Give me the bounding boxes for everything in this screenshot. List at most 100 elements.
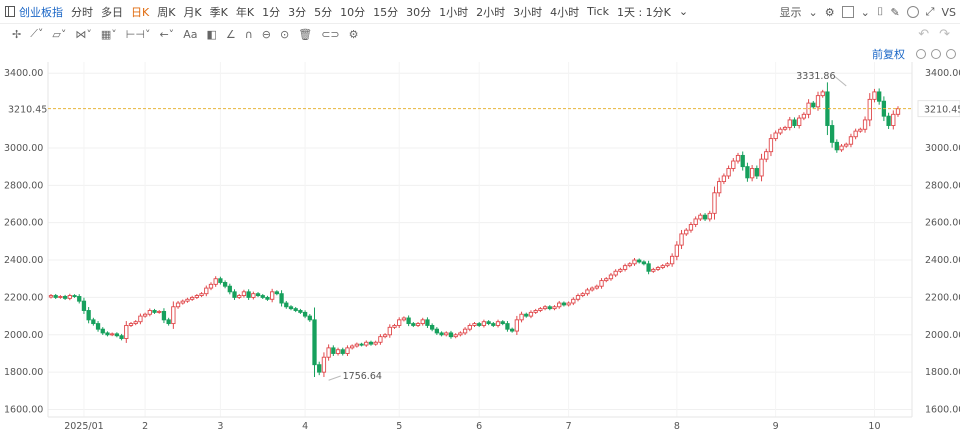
redo-icon[interactable]: ↷ [939,26,950,42]
channel-icon[interactable]: ▱˅ [52,27,67,41]
period-tab[interactable]: 3分 [288,5,307,19]
candle-body [552,306,557,310]
period-tab[interactable]: 4小时 [550,5,580,19]
candle-body [251,293,256,298]
candle-body [312,319,317,366]
period-tab-active[interactable]: 日K [131,5,150,19]
candle-body [867,98,872,121]
zoom-in-icon[interactable] [946,49,956,59]
note-icon[interactable]: ◧ [206,27,217,41]
period-tab[interactable]: 5分 [314,5,333,19]
crosshair-icon[interactable]: ✢ [12,27,22,41]
y-tick-label-left: 2400.00 [4,255,43,266]
chevron-down-icon[interactable]: ⌄ [808,5,818,19]
chevron-down-icon[interactable]: ⌄ [860,5,870,19]
candle-body [510,328,515,332]
candle-body [194,295,200,298]
candle-body [114,333,120,337]
settings-icon[interactable]: ⚙ [348,27,359,41]
period-tab[interactable]: 分时 [71,5,93,19]
candle-body [613,270,618,276]
chevron-down-icon[interactable]: ⌄ [678,5,689,18]
candle-body [749,168,755,179]
period-tab[interactable]: 1分 [262,5,281,19]
arrow-icon[interactable]: ←˅ [159,27,175,41]
candle-body [637,259,642,263]
candle-body [472,323,477,326]
y-tick-label-left: 2200.00 [4,292,43,303]
candle-body [580,293,585,297]
lock-icon[interactable]: ⊙ [280,27,290,41]
candle-body [895,108,901,115]
period-tab[interactable]: 3小时 [513,5,543,19]
candle-body [382,334,388,338]
pen-icon[interactable]: ✎ [890,5,900,19]
candle-body [594,285,599,289]
candle-body [284,302,289,308]
candle-body [237,295,242,298]
x-tick-label: 2 [142,421,148,432]
candle-body [354,343,360,347]
period-tab[interactable]: 季K [209,5,228,19]
candle-body [524,313,529,317]
period-tab[interactable]: 2小时 [476,5,506,19]
layout-icon[interactable] [841,6,854,18]
candle-body [801,113,807,119]
period-tab[interactable]: 年K [235,5,255,19]
period-tab[interactable]: 多日 [101,5,123,19]
candle-body [152,310,157,313]
period-tab[interactable]: 月K [183,5,202,19]
y-tick-label-left: 1600.00 [4,405,43,416]
candle-body [599,280,604,287]
camera-icon[interactable]: ⌷ [876,5,884,18]
candle-body [726,168,731,177]
settings-icon[interactable]: ⚙ [824,5,835,19]
candle-body [688,224,694,231]
period-tab[interactable]: 10分 [340,5,366,19]
candle-body [462,328,468,334]
candle-body [797,117,802,126]
candle-body [77,296,82,302]
candle-body [397,319,402,326]
candle-body [608,274,614,280]
candle-body [641,261,647,265]
eye-icon[interactable]: ⊖ [261,27,272,41]
wave-icon[interactable]: ⋈˅ [75,27,92,41]
angle-icon[interactable]: ∠ [225,27,236,41]
candle-body [740,154,745,168]
clock-icon[interactable] [906,6,919,18]
symbol-name[interactable]: 创业板指 [19,5,63,19]
display-dropdown[interactable]: 显示 [779,6,802,19]
text-icon[interactable]: Aa [183,27,198,41]
candle-body [227,285,232,293]
period-tab-multi[interactable]: 1天 : 1分K [616,5,671,19]
candle-body [293,308,298,311]
candle-body [618,268,623,272]
link-icon[interactable]: ⊂⊃ [321,27,340,41]
candle-body [401,317,407,321]
trash-icon[interactable]: 🗑 [298,27,313,41]
undo-icon[interactable]: ↶ [918,26,930,42]
symbol-list-icon[interactable] [5,6,15,17]
period-tab[interactable]: 1小时 [439,5,469,19]
price-adjust-toggle[interactable]: 前复权 [872,48,905,61]
candle-body [754,168,759,177]
period-tab[interactable]: 15分 [373,5,399,19]
period-tab[interactable]: Tick [587,5,609,18]
x-tick-label: 8 [674,421,680,432]
candle-body [142,313,148,317]
period-tab[interactable]: 30分 [406,5,432,19]
fib-icon[interactable]: ▦˅ [100,27,117,41]
candle-body [651,268,656,272]
candle-body [133,321,138,325]
x-tick-label: 9 [773,421,779,432]
period-tab[interactable]: 周K [157,5,176,19]
vs-button[interactable]: VS [941,5,956,19]
measure-icon[interactable]: ⊢⊣˅ [125,27,151,41]
reset-icon[interactable] [916,49,926,59]
trendline-icon[interactable]: ⟋˅ [30,27,44,40]
zoom-out-icon[interactable] [931,49,941,59]
magnet-icon[interactable]: ∩ [244,27,253,41]
fullscreen-icon[interactable]: ⤢ [925,5,935,18]
